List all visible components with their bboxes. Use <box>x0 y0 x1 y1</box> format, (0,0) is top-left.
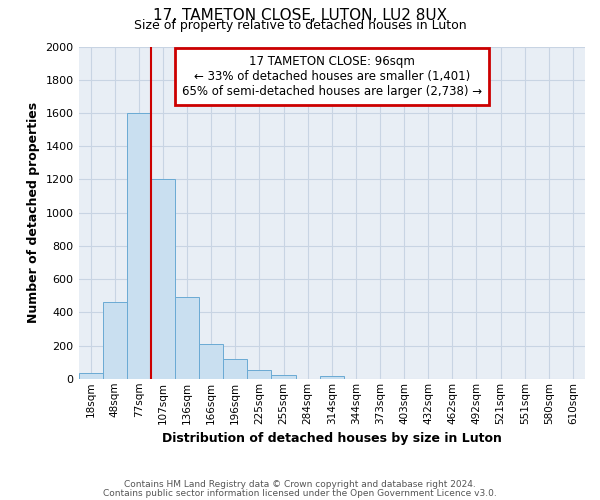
Bar <box>175 298 199 379</box>
Bar <box>127 113 151 379</box>
Bar <box>247 370 271 379</box>
Bar <box>320 376 344 379</box>
Bar <box>151 180 175 379</box>
Text: Size of property relative to detached houses in Luton: Size of property relative to detached ho… <box>134 18 466 32</box>
Y-axis label: Number of detached properties: Number of detached properties <box>27 102 40 323</box>
Bar <box>199 344 223 379</box>
Bar <box>223 359 247 379</box>
Text: Contains public sector information licensed under the Open Government Licence v3: Contains public sector information licen… <box>103 488 497 498</box>
Bar <box>103 302 127 379</box>
X-axis label: Distribution of detached houses by size in Luton: Distribution of detached houses by size … <box>162 432 502 445</box>
Text: Contains HM Land Registry data © Crown copyright and database right 2024.: Contains HM Land Registry data © Crown c… <box>124 480 476 489</box>
Text: 17 TAMETON CLOSE: 96sqm
← 33% of detached houses are smaller (1,401)
65% of semi: 17 TAMETON CLOSE: 96sqm ← 33% of detache… <box>182 55 482 98</box>
Bar <box>79 373 103 379</box>
Bar <box>271 376 296 379</box>
Text: 17, TAMETON CLOSE, LUTON, LU2 8UX: 17, TAMETON CLOSE, LUTON, LU2 8UX <box>153 8 447 22</box>
